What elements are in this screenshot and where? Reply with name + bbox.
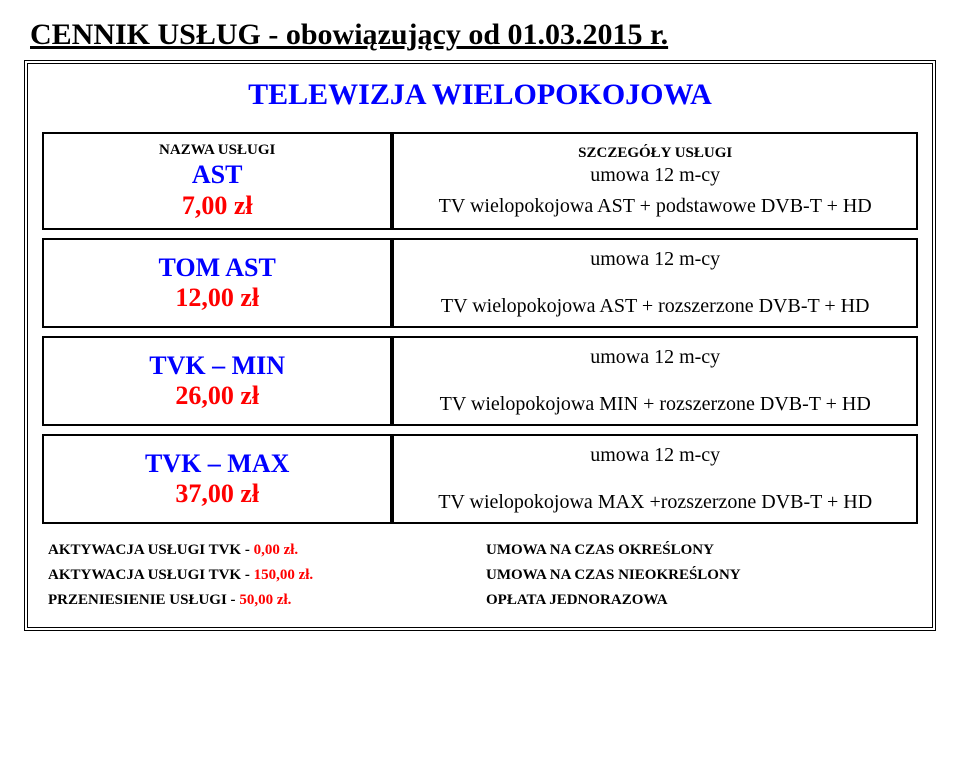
header-left: NAZWA USŁUGI	[159, 142, 275, 159]
footer-right-cell: UMOWA NA CZAS OKREŚLONY	[480, 538, 918, 563]
service-term: umowa 12 m-cy	[590, 164, 720, 187]
service-term: umowa 12 m-cy	[590, 346, 720, 369]
service-price: 26,00 zł	[175, 382, 259, 411]
service-price: 7,00 zł	[182, 192, 253, 221]
footer-row: AKTYWACJA USŁUGI TVK - 0,00 zł. UMOWA NA…	[42, 538, 918, 563]
service-desc: TV wielopokojowa MIN + rozszerzone DVB-T…	[440, 393, 871, 416]
service-price: 12,00 zł	[175, 284, 259, 313]
footer-row: PRZENIESIENIE USŁUGI - 50,00 zł. OPŁATA …	[42, 588, 918, 613]
footer-label: PRZENIESIENIE USŁUGI -	[48, 592, 236, 608]
service-name: TVK – MIN	[149, 352, 285, 381]
footer-price: 50,00 zł.	[239, 592, 291, 608]
footer-table: AKTYWACJA USŁUGI TVK - 0,00 zł. UMOWA NA…	[42, 538, 918, 613]
service-term: umowa 12 m-cy	[590, 248, 720, 271]
service-desc: TV wielopokojowa AST + podstawowe DVB-T …	[439, 195, 872, 218]
footer-left-cell: AKTYWACJA USŁUGI TVK - 150,00 zł.	[42, 563, 480, 588]
footer-left-cell: PRZENIESIENIE USŁUGI - 50,00 zł.	[42, 588, 480, 613]
footer-right-cell: UMOWA NA CZAS NIEOKREŚLONY	[480, 563, 918, 588]
table-header-row: NAZWA USŁUGI AST 7,00 zł SZCZEGÓŁY USŁUG…	[42, 132, 918, 230]
service-desc: TV wielopokojowa MAX +rozszerzone DVB-T …	[438, 491, 872, 514]
table-row: TVK – MIN 26,00 zł umowa 12 m-cy TV wiel…	[42, 336, 918, 426]
footer-label: AKTYWACJA USŁUGI TVK -	[48, 542, 250, 558]
section-title: TELEWIZJA WIELOPOKOJOWA	[42, 78, 918, 112]
header-right: SZCZEGÓŁY USŁUGI	[578, 145, 732, 162]
footer-price: 0,00 zł.	[254, 542, 299, 558]
table-row: TVK – MAX 37,00 zł umowa 12 m-cy TV wiel…	[42, 434, 918, 524]
service-name: TOM AST	[159, 254, 276, 283]
service-detail-cell: umowa 12 m-cy TV wielopokojowa MIN + roz…	[392, 336, 918, 426]
page-title: CENNIK USŁUG - obowiązujący od 01.03.201…	[30, 18, 936, 52]
pricing-frame: TELEWIZJA WIELOPOKOJOWA NAZWA USŁUGI AST…	[24, 60, 936, 631]
table-row: TOM AST 12,00 zł umowa 12 m-cy TV wielop…	[42, 238, 918, 328]
footer-left-cell: AKTYWACJA USŁUGI TVK - 0,00 zł.	[42, 538, 480, 563]
service-name: AST	[192, 161, 243, 190]
service-name-cell: TVK – MIN 26,00 zł	[42, 336, 392, 426]
footer-row: AKTYWACJA USŁUGI TVK - 150,00 zł. UMOWA …	[42, 563, 918, 588]
header-right-cell: SZCZEGÓŁY USŁUGI umowa 12 m-cy TV wielop…	[392, 132, 918, 230]
service-detail-cell: umowa 12 m-cy TV wielopokojowa MAX +rozs…	[392, 434, 918, 524]
service-name: TVK – MAX	[145, 450, 289, 479]
footer-right-cell: OPŁATA JEDNORAZOWA	[480, 588, 918, 613]
footer-price: 150,00 zł.	[254, 567, 314, 583]
services-table: NAZWA USŁUGI AST 7,00 zł SZCZEGÓŁY USŁUG…	[42, 124, 918, 532]
service-name-cell: TOM AST 12,00 zł	[42, 238, 392, 328]
service-name-cell: TVK – MAX 37,00 zł	[42, 434, 392, 524]
footer-label: AKTYWACJA USŁUGI TVK -	[48, 567, 250, 583]
header-left-cell: NAZWA USŁUGI AST 7,00 zł	[42, 132, 392, 230]
service-desc: TV wielopokojowa AST + rozszerzone DVB-T…	[441, 295, 870, 318]
service-detail-cell: umowa 12 m-cy TV wielopokojowa AST + roz…	[392, 238, 918, 328]
service-term: umowa 12 m-cy	[590, 444, 720, 467]
service-price: 37,00 zł	[175, 480, 259, 509]
